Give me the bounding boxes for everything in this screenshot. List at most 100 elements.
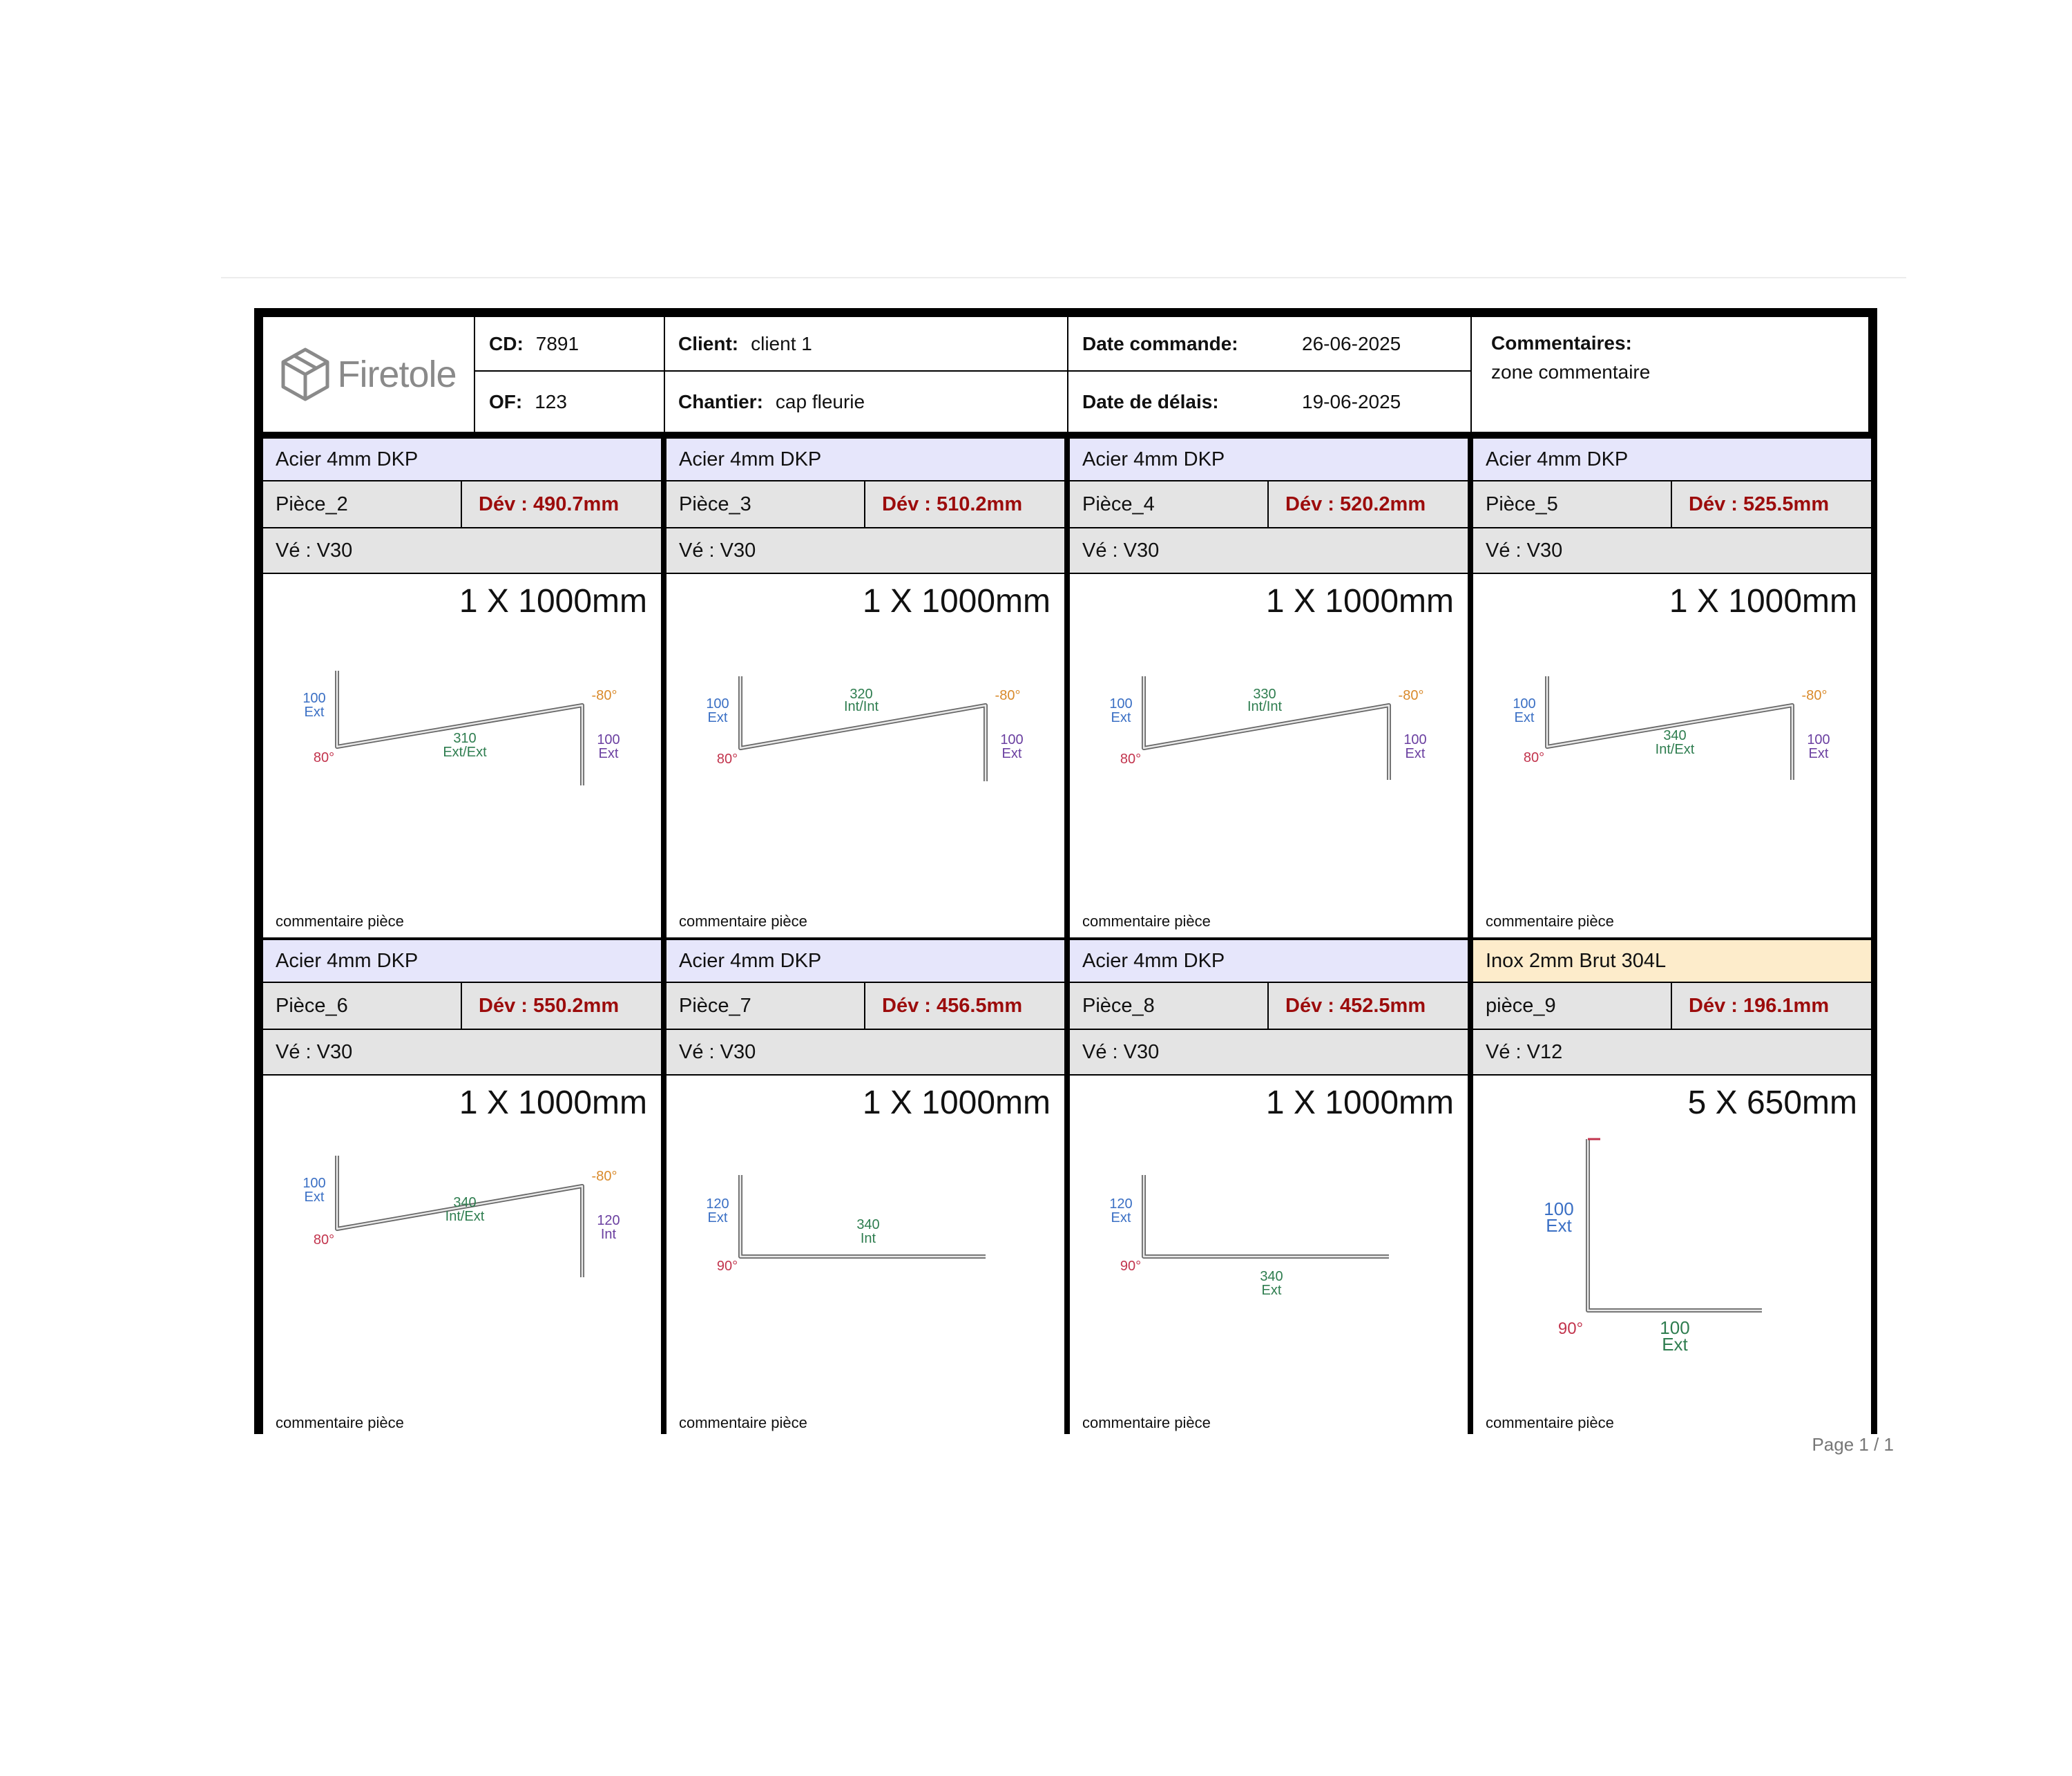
dev-length: Dév : 525.5mm <box>1689 493 1830 515</box>
right-type-label: Int <box>601 1227 617 1242</box>
chantier-field: Chantier: cap fleurie <box>678 372 865 432</box>
middle-length-label: 330 <box>1253 687 1276 702</box>
piece-comment: commentaire pièce <box>1486 1414 1614 1431</box>
left-type-label: Ext <box>305 1190 325 1205</box>
left-length-label: 100 <box>1513 696 1535 712</box>
piece-comment: commentaire pièce <box>679 1414 807 1431</box>
middle-length-label: 340 <box>1663 728 1686 743</box>
piece-row: Pièce_4 Dév : 520.2mm <box>1070 481 1468 528</box>
production-sheet: Firetole CD: 7891 OF: 123 Client: client… <box>254 308 1877 1439</box>
right-type-label: Ext <box>1809 746 1829 761</box>
middle-type-label: Int/Ext <box>445 1209 485 1224</box>
right-length-label: 120 <box>597 1213 620 1228</box>
cd-label: CD: <box>489 332 524 354</box>
middle-length-label: 100 <box>1660 1317 1689 1338</box>
left-type-label: Ext <box>1515 710 1535 725</box>
dev-length: Dév : 510.2mm <box>882 493 1023 515</box>
middle-type-label: Int/Int <box>1247 699 1282 714</box>
ve-tooling: Vé : V30 <box>263 1030 661 1076</box>
ve-tooling: Vé : V30 <box>263 528 661 574</box>
piece-name: Pièce_7 <box>666 983 865 1029</box>
piece-name: Pièce_5 <box>1473 481 1672 527</box>
bend-angle-1-label: 80° <box>1120 752 1141 767</box>
bend-angle-1-label: 90° <box>1120 1259 1141 1274</box>
of-field: OF: 123 <box>489 372 567 432</box>
piece-comment: commentaire pièce <box>679 913 807 930</box>
right-type-label: Ext <box>1406 746 1426 761</box>
piece-comment: commentaire pièce <box>1082 913 1211 930</box>
piece-card: Acier 4mm DKP Pièce_3 Dév : 510.2mm Vé : V3… <box>666 439 1064 937</box>
bend-angle-2-label: -80° <box>1399 688 1424 703</box>
bend-angle-1-label: 80° <box>314 1232 334 1248</box>
piece-name: Pièce_8 <box>1070 983 1269 1029</box>
date-commande-value: 26-06-2025 <box>1302 332 1401 354</box>
quantity-length: 5 X 650mm <box>1687 1085 1857 1121</box>
middle-length-label: 310 <box>453 731 476 746</box>
bend-angle-1-label: 90° <box>717 1259 738 1274</box>
left-length-label: 120 <box>1109 1196 1132 1212</box>
dev-length: Dév : 520.2mm <box>1285 493 1426 515</box>
quantity-length: 1 X 1000mm <box>459 1085 647 1121</box>
of-value: 123 <box>535 390 567 412</box>
piece-card: Inox 2mm Brut 304L pièce_9 Dév : 196.1mm Vé… <box>1473 940 1871 1439</box>
piece-row: Pièce_6 Dév : 550.2mm <box>263 983 661 1030</box>
left-length-label: 100 <box>1109 696 1132 712</box>
dev-length: Dév : 550.2mm <box>479 994 620 1017</box>
left-type-label: Ext <box>708 710 728 725</box>
chantier-label: Chantier: <box>678 390 763 412</box>
piece-comment: commentaire pièce <box>1486 913 1614 930</box>
middle-type-label: Int/Int <box>844 699 879 714</box>
left-type-label: Ext <box>1111 1210 1131 1225</box>
middle-type-label: Int <box>861 1231 876 1246</box>
right-type-label: Ext <box>599 746 619 761</box>
piece-row: Pièce_2 Dév : 490.7mm <box>263 481 661 528</box>
piece-comment: commentaire pièce <box>276 913 404 930</box>
date-commande-field: Date commande: 26-06-2025 <box>1082 317 1401 370</box>
commentaires-label: Commentaires: <box>1491 332 1632 354</box>
left-type-label: Ext <box>708 1210 728 1225</box>
page-number: Page 1 / 1 <box>1812 1434 1894 1455</box>
left-length-label: 100 <box>303 1176 325 1191</box>
left-length-label: 100 <box>706 696 729 712</box>
piece-row: Pièce_8 Dév : 452.5mm <box>1070 983 1468 1030</box>
ve-tooling: Vé : V30 <box>1473 528 1871 574</box>
left-length-label: 120 <box>706 1196 729 1212</box>
material-label: Acier 4mm DKP <box>263 940 661 983</box>
quantity-length: 1 X 1000mm <box>862 583 1051 620</box>
piece-comment: commentaire pièce <box>1082 1414 1211 1431</box>
logo-text: Firetole <box>337 354 457 395</box>
piece-card: Acier 4mm DKP Pièce_5 Dév : 525.5mm Vé : V3… <box>1473 439 1871 937</box>
cube-logo-icon <box>281 347 329 401</box>
piece-card: Acier 4mm DKP Pièce_7 Dév : 456.5mm Vé : V3… <box>666 940 1064 1439</box>
bend-angle-1-label: 90° <box>1558 1319 1583 1338</box>
piece-row: Pièce_3 Dév : 510.2mm <box>666 481 1064 528</box>
client-field: Client: client 1 <box>678 317 812 370</box>
middle-type-label: Ext <box>1262 1283 1282 1298</box>
ve-tooling: Vé : V30 <box>1070 1030 1468 1076</box>
material-label: Acier 4mm DKP <box>1070 940 1468 983</box>
middle-length-label: 340 <box>1260 1269 1283 1284</box>
middle-length-label: 340 <box>856 1217 879 1232</box>
of-label: OF: <box>489 390 523 412</box>
bend-angle-1-label: 80° <box>1524 750 1544 765</box>
dev-length: Dév : 452.5mm <box>1285 994 1426 1017</box>
ve-tooling: Vé : V12 <box>1473 1030 1871 1076</box>
material-label: Acier 4mm DKP <box>1473 439 1871 481</box>
ve-tooling: Vé : V30 <box>1070 528 1468 574</box>
client-label: Client: <box>678 332 739 354</box>
right-type-label: Ext <box>1002 746 1022 761</box>
piece-card: Acier 4mm DKP Pièce_2 Dév : 490.7mm Vé : V3… <box>263 439 661 937</box>
left-length-label: 100 <box>303 691 325 706</box>
left-type-label: Ext <box>305 705 325 720</box>
middle-type-label: Ext/Ext <box>443 745 487 760</box>
piece-row: Pièce_5 Dév : 525.5mm <box>1473 481 1871 528</box>
ve-tooling: Vé : V30 <box>666 1030 1064 1076</box>
piece-card: Acier 4mm DKP Pièce_6 Dév : 550.2mm Vé : V3… <box>263 940 661 1439</box>
dev-length: Dév : 490.7mm <box>479 493 620 515</box>
